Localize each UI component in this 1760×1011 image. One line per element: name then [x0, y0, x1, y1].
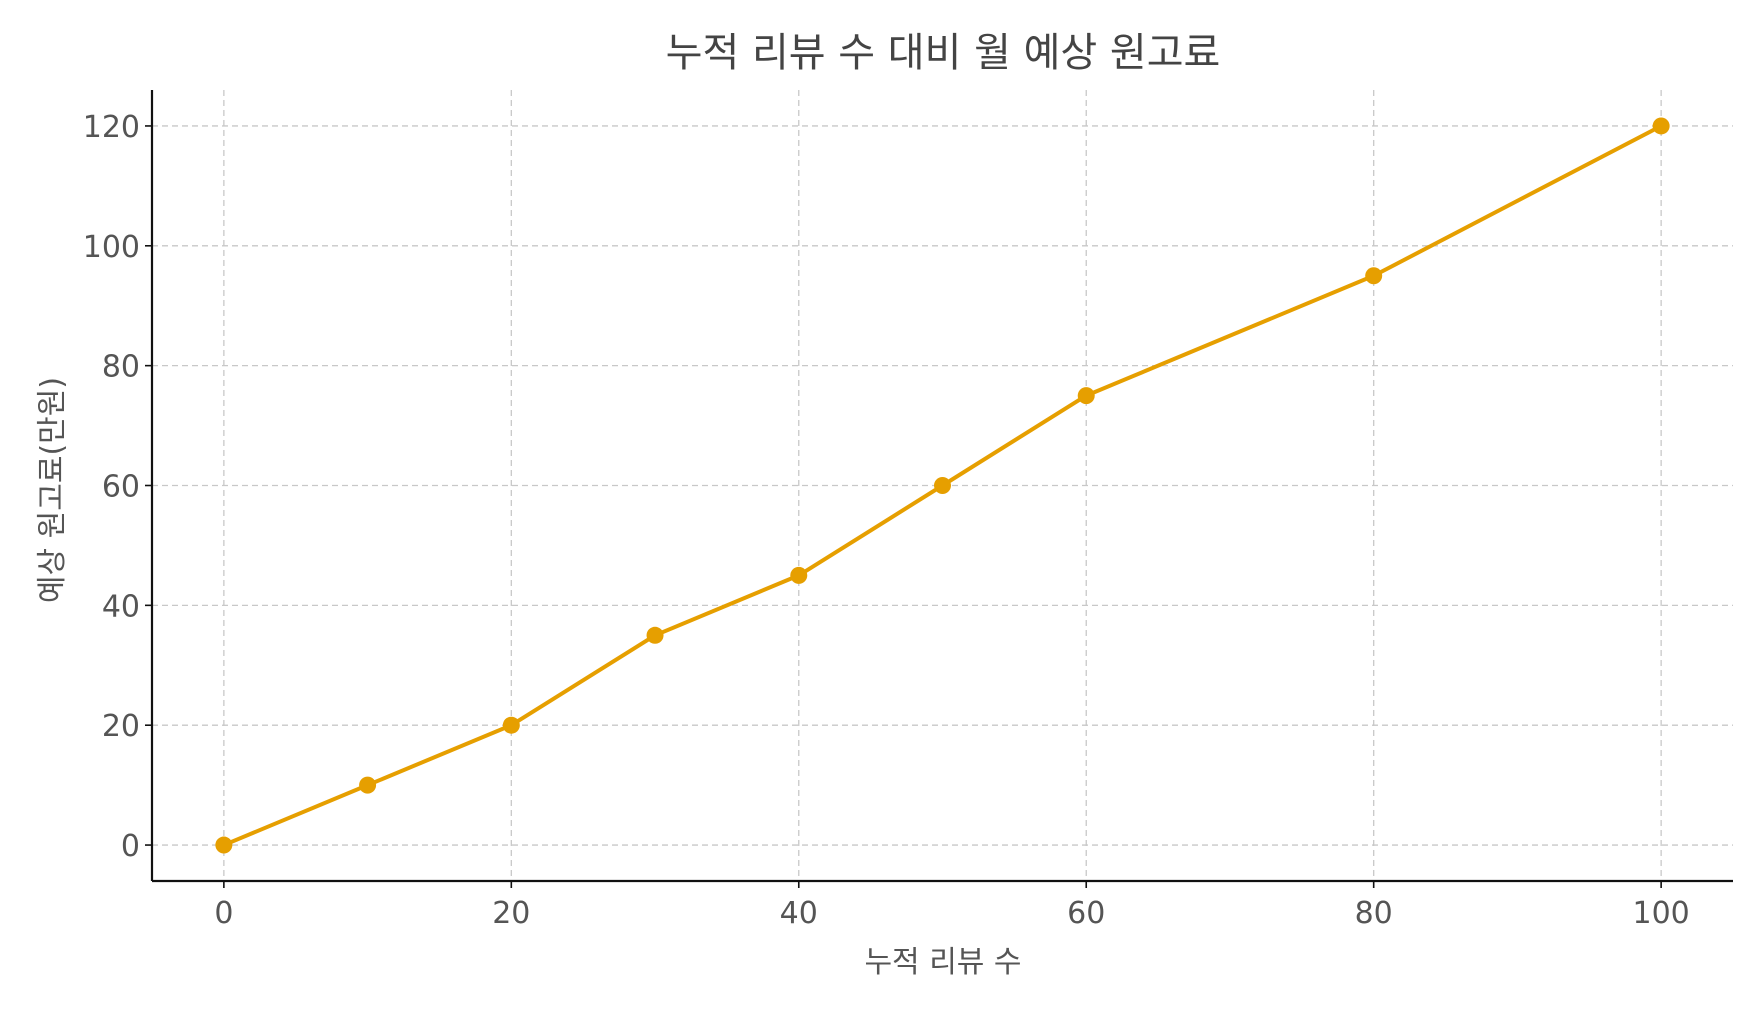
data-point: [502, 716, 520, 734]
x-axis-title: 누적 리뷰 수: [864, 945, 1021, 980]
y-tick-label: 40: [102, 589, 140, 624]
tick-labels: 0 20 40 60 80 100 0 20 40 60 80 100 120: [83, 110, 1690, 931]
data-point: [215, 836, 233, 854]
y-axis-title: 예상 원고료(만원): [35, 377, 70, 603]
series-layer: [215, 117, 1670, 854]
data-point: [1077, 387, 1095, 405]
x-tick-label: 100: [1633, 896, 1690, 931]
y-tick-label: 120: [83, 110, 140, 145]
data-point: [646, 626, 664, 644]
data-point: [790, 566, 808, 584]
x-tick-label: 20: [492, 896, 530, 931]
data-point: [1652, 117, 1670, 135]
x-tick-label: 40: [780, 896, 818, 931]
axes: [145, 90, 1733, 888]
y-tick-label: 100: [83, 230, 140, 265]
y-tick-label: 60: [102, 470, 140, 505]
data-point: [1365, 267, 1383, 285]
chart-title: 누적 리뷰 수 대비 월 예상 원고료: [666, 30, 1221, 76]
y-tick-label: 80: [102, 350, 140, 385]
x-tick-label: 80: [1355, 896, 1393, 931]
data-point: [934, 477, 951, 494]
x-tick-label: 0: [214, 896, 233, 931]
y-tick-label: 0: [121, 829, 140, 864]
x-tick-label: 60: [1067, 896, 1105, 931]
y-tick-label: 20: [102, 709, 140, 744]
data-point: [359, 776, 377, 794]
